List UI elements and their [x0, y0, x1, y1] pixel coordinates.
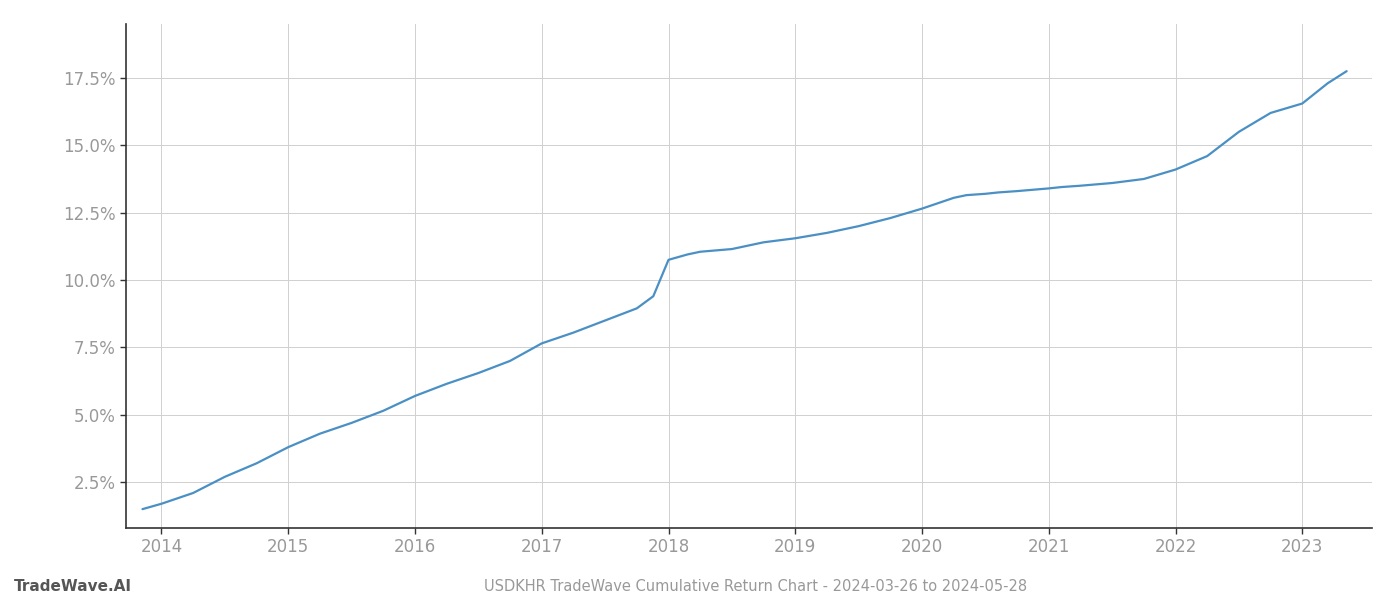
- Text: TradeWave.AI: TradeWave.AI: [14, 579, 132, 594]
- Text: USDKHR TradeWave Cumulative Return Chart - 2024-03-26 to 2024-05-28: USDKHR TradeWave Cumulative Return Chart…: [484, 579, 1028, 594]
